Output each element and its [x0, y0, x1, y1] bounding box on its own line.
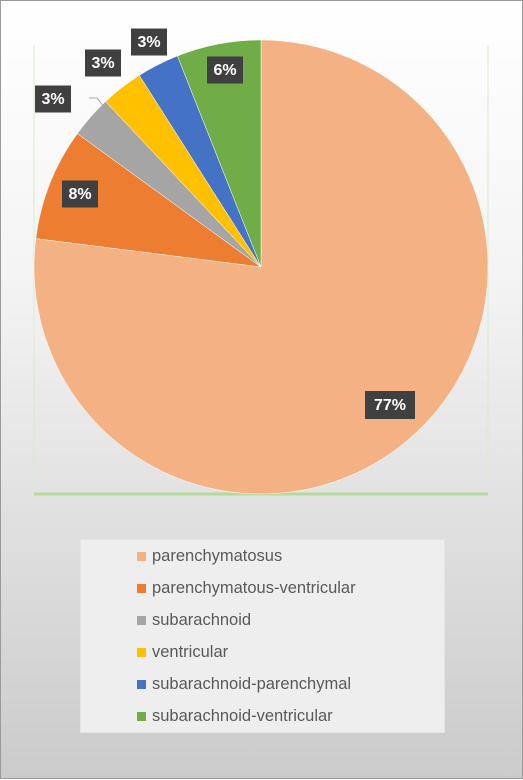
data-label-parenchymatous-ventricular: 8% — [62, 180, 98, 208]
leader-lines — [89, 97, 105, 108]
legend: parenchymatosus parenchymatous-ventricula… — [81, 540, 444, 732]
legend-item-subarachnoid-parenchymal: subarachnoid-parenchymal — [81, 672, 351, 696]
legend-label: parenchymatous-ventricular — [152, 578, 356, 597]
data-label-subarachnoid-parenchymal: 3% — [131, 28, 167, 56]
legend-swatch — [137, 711, 146, 721]
legend-item-subarachnoid-ventricular: subarachnoid-ventricular — [81, 704, 333, 728]
pie-slice-parenchymatosus — [33, 39, 489, 495]
legend-swatch — [137, 551, 146, 561]
legend-swatch — [137, 679, 146, 689]
data-label-text: 6% — [213, 62, 236, 79]
legend-item-subarachnoid: subarachnoid — [81, 608, 251, 632]
data-label-text: 3% — [91, 55, 114, 72]
pie-slices — [33, 39, 489, 495]
legend-label: subarachnoid — [152, 610, 252, 629]
legend-label: subarachnoid-parenchymal — [152, 674, 352, 693]
legend-swatch — [137, 583, 146, 593]
data-label-box — [207, 56, 243, 84]
data-label-text: 8% — [68, 186, 91, 203]
data-label-box — [35, 85, 71, 113]
legend-label: subarachnoid-ventricular — [152, 706, 333, 725]
leader-line-subarachnoid — [89, 97, 105, 108]
data-label-subarachnoid-ventricular: 6% — [207, 56, 243, 84]
data-label-text: 77% — [374, 397, 406, 414]
pie-slice-parenchymatous-ventricular — [35, 133, 262, 268]
legend-item-parenchymatous-ventricular: parenchymatous-ventricular — [81, 576, 356, 600]
data-label-ventricular: 3% — [85, 49, 121, 77]
data-label-box — [365, 391, 415, 419]
pie-slice-subarachnoid-ventricular — [177, 39, 262, 268]
legend-label: ventricular — [152, 642, 229, 661]
legend-item-parenchymatosus: parenchymatosus — [81, 544, 282, 568]
data-label-box — [131, 28, 167, 56]
data-label-text: 3% — [41, 91, 64, 108]
data-label-box — [62, 180, 98, 208]
legend-swatch — [137, 647, 146, 657]
data-label-box — [85, 49, 121, 77]
data-label-subarachnoid: 3% — [35, 85, 71, 113]
legend-item-ventricular: ventricular — [81, 640, 228, 664]
data-label-text: 3% — [137, 34, 160, 51]
legend-label: parenchymatosus — [152, 546, 283, 565]
legend-swatch — [137, 615, 146, 625]
data-labels: 77% 8% 3% 3% 3% 6% — [35, 28, 415, 419]
data-label-parenchymatosus: 77% — [365, 391, 415, 419]
